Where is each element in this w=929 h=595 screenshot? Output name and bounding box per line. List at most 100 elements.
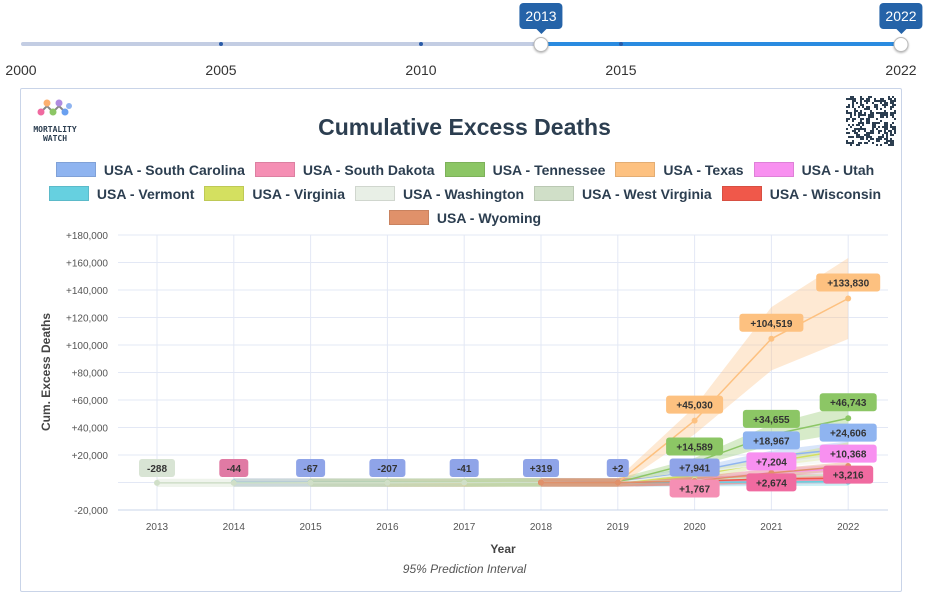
x-tick-label: 2018 [530, 522, 553, 533]
y-tick-label: +20,000 [72, 451, 109, 462]
y-tick-label: +60,000 [72, 396, 109, 407]
legend-item[interactable]: USA - West Virginia [534, 182, 712, 206]
data-label-text: +3,216 [833, 471, 864, 482]
year-range-slider[interactable]: 2000 2005 2010 2015 2022 2013 2022 [0, 0, 929, 90]
data-label-text: +7,204 [756, 457, 787, 468]
legend-swatch [444, 162, 485, 177]
slider-end-value: 2022 [879, 3, 923, 34]
slider-tick-label: 2015 [605, 62, 637, 78]
data-label: -67 [296, 459, 326, 477]
data-point [614, 479, 621, 486]
legend-item[interactable]: USA - Tennessee [444, 158, 606, 182]
data-label-box [669, 479, 720, 498]
slider-start-value: 2013 [519, 3, 563, 34]
x-tick-label: 2013 [146, 522, 169, 533]
legend-item[interactable]: USA - South Carolina [55, 158, 245, 182]
x-tick-label: 2017 [453, 522, 476, 533]
slider-track[interactable] [21, 42, 901, 46]
legend-swatch [55, 162, 96, 177]
legend-label: USA - Wyoming [436, 210, 542, 226]
legend-swatch [388, 210, 429, 225]
legend-item[interactable]: USA - Wyoming [388, 206, 542, 230]
legend-label: USA - Tennessee [492, 162, 606, 178]
data-label: +1,767 [669, 479, 720, 498]
mortality-watch-logo: MORTALITY WATCH [30, 98, 80, 143]
data-label-text: +133,830 [827, 278, 869, 289]
x-tick-label: 2016 [376, 522, 399, 533]
legend-item[interactable]: USA - Wisconsin [721, 182, 882, 206]
chart-card [20, 88, 902, 592]
data-label-box [523, 459, 559, 477]
data-label-text: +10,368 [830, 450, 867, 461]
data-label-text: -41 [457, 464, 472, 475]
data-label: +18,967 [742, 431, 800, 450]
data-label: -41 [449, 459, 479, 477]
data-label-text: +2,674 [756, 478, 787, 489]
slider-end-handle[interactable] [893, 37, 909, 52]
slider-selected-range[interactable] [541, 42, 901, 46]
legend-item[interactable]: USA - Virginia [204, 182, 345, 206]
x-tick-label: 2014 [223, 522, 246, 533]
data-point [538, 479, 544, 486]
data-label-text: +14,589 [676, 442, 713, 453]
data-point [691, 417, 698, 424]
data-label-box [819, 423, 877, 442]
data-label-text: +1,767 [679, 484, 710, 495]
legend-swatch [753, 162, 794, 177]
slider-tick-dot [619, 42, 623, 46]
legend-item[interactable]: USA - Utah [753, 158, 874, 182]
data-label-text: +18,967 [753, 436, 790, 447]
data-label-box [669, 458, 720, 477]
legend-item[interactable]: USA - Texas [615, 158, 744, 182]
slider-start-handle[interactable] [533, 37, 549, 52]
data-label: +104,519 [739, 313, 804, 332]
data-label-box [296, 459, 326, 477]
data-label-box [823, 465, 874, 484]
legend-label: USA - Virginia [252, 186, 345, 202]
legend-swatch [721, 186, 762, 201]
legend-label: USA - Washington [402, 186, 525, 202]
legend-swatch [48, 186, 89, 201]
legend-swatch [204, 186, 245, 201]
prediction-interval-note: 95% Prediction Interval [402, 562, 527, 576]
y-tick-label: +100,000 [66, 341, 108, 352]
x-tick-label: 2015 [299, 522, 322, 533]
data-label-box [816, 273, 881, 292]
data-label: +2 [606, 459, 629, 477]
logo-text-2: WATCH [42, 134, 68, 143]
data-label-text: -67 [303, 464, 318, 475]
legend-label: USA - South Carolina [103, 162, 245, 178]
series-line [157, 473, 849, 484]
legend-item[interactable]: USA - Washington [354, 182, 525, 206]
data-point [768, 335, 775, 342]
data-point [461, 479, 468, 486]
data-point [845, 415, 852, 422]
data-label: +3,216 [823, 465, 874, 484]
slider-tick-label: 2022 [885, 62, 917, 78]
data-label: +319 [523, 459, 559, 477]
x-axis-title: Year [490, 542, 516, 556]
data-label-text: -44 [227, 464, 242, 475]
legend-item[interactable]: USA - Vermont [48, 182, 194, 206]
x-tick-label: 2021 [760, 522, 783, 533]
x-tick-label: 2019 [607, 522, 630, 533]
y-tick-label: +180,000 [66, 231, 108, 242]
data-label-box [606, 459, 629, 477]
legend-item[interactable]: USA - South Dakota [254, 158, 435, 182]
legend-label: USA - Wisconsin [769, 186, 882, 202]
data-label: +10,368 [819, 444, 877, 463]
data-point [154, 479, 160, 486]
data-label-box [819, 393, 877, 412]
x-tick-label: 2020 [683, 522, 706, 533]
legend-swatch [615, 162, 656, 177]
data-label-box [819, 444, 877, 463]
slider-tick-label: 2000 [5, 62, 37, 78]
legend-label: USA - Texas [663, 162, 744, 178]
data-label: +45,030 [666, 395, 724, 414]
data-label-text: -288 [147, 464, 167, 475]
legend-label: USA - South Dakota [302, 162, 435, 178]
data-label-box [746, 452, 797, 471]
x-tick-label: 2022 [837, 522, 860, 533]
data-label-text: +34,655 [753, 415, 790, 426]
data-point [307, 479, 314, 486]
